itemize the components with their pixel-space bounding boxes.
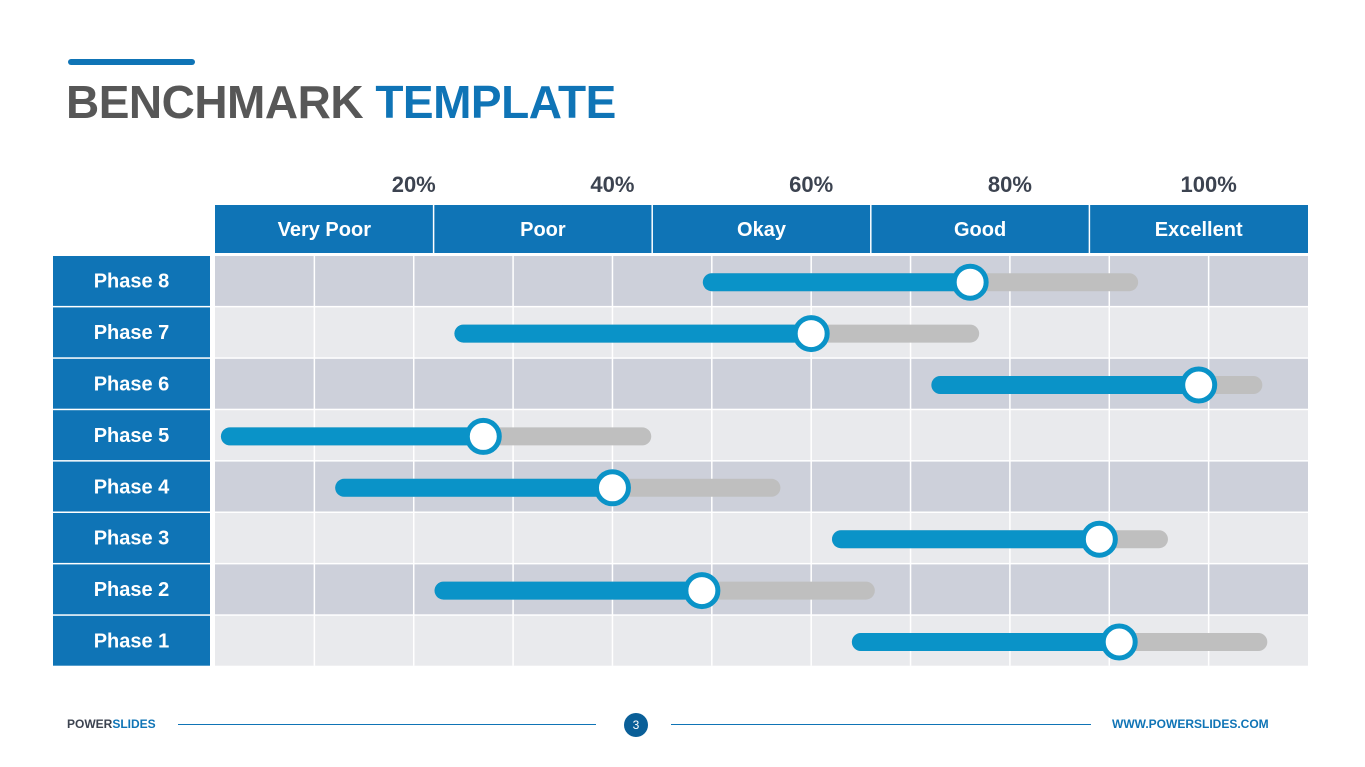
slider-knob <box>792 315 830 353</box>
phase-label-cell <box>53 615 210 666</box>
footer-brand: POWERSLIDES <box>67 717 156 731</box>
phase-label-cell <box>53 513 210 563</box>
slider-knob <box>1080 520 1118 558</box>
phase-label: Phase 4 <box>94 476 170 498</box>
slider-knob <box>464 417 502 455</box>
footer-url-link[interactable]: WWW.POWERSLIDES.COM <box>1112 717 1269 731</box>
title-accent-line <box>68 59 195 65</box>
band-header-cell <box>870 205 1090 253</box>
band-header-cell <box>215 205 434 253</box>
slider-knob <box>593 469 631 507</box>
phase-label-cell <box>53 307 210 358</box>
phase-label-cell <box>53 256 210 306</box>
footer-brand-part2: SLIDES <box>112 717 156 731</box>
phase-label: Phase 8 <box>94 271 170 293</box>
phase-label: Phase 3 <box>94 528 170 550</box>
percent-tick-label: 80% <box>988 172 1032 197</box>
slider-knob <box>951 263 989 301</box>
phase-label-cell <box>53 410 210 461</box>
footer-brand-part1: POWER <box>67 717 113 731</box>
band-label: Poor <box>520 219 566 241</box>
band-header-cell <box>433 205 653 253</box>
slider-knob <box>1100 623 1138 661</box>
phase-label-cell <box>53 461 210 512</box>
phase-label-cell <box>53 358 210 409</box>
percent-tick-label: 20% <box>392 172 436 197</box>
title-part-2: TEMPLATE <box>375 76 616 128</box>
band-header-cell <box>652 205 871 253</box>
phase-label: Phase 7 <box>94 322 170 344</box>
phase-label: Phase 1 <box>94 631 170 653</box>
page-title: BENCHMARK TEMPLATE <box>66 75 616 129</box>
percent-tick-label: 40% <box>590 172 634 197</box>
percent-tick-label: 100% <box>1180 172 1236 197</box>
band-label: Good <box>954 219 1006 241</box>
slider-knob <box>683 572 721 610</box>
slider-knob <box>1180 366 1218 404</box>
band-header-cell <box>1089 205 1308 253</box>
page-number-badge: 3 <box>624 713 648 737</box>
footer-divider-left <box>178 724 596 725</box>
footer-divider-right <box>671 724 1091 725</box>
percent-tick-label: 60% <box>789 172 833 197</box>
title-part-1: BENCHMARK <box>66 76 364 128</box>
band-label: Excellent <box>1155 219 1243 241</box>
band-label: Very Poor <box>278 219 372 241</box>
phase-label: Phase 6 <box>94 374 170 396</box>
band-label: Okay <box>737 219 787 241</box>
phase-label: Phase 2 <box>94 579 170 601</box>
phase-label-cell <box>53 564 210 615</box>
phase-label: Phase 5 <box>94 425 170 447</box>
